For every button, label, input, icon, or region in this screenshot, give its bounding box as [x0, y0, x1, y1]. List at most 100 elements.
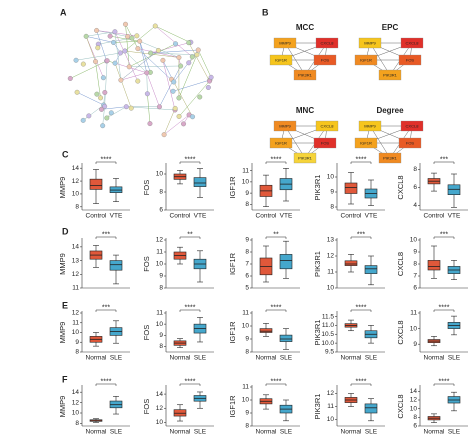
- y-axis-label: CXCL8: [396, 252, 405, 276]
- network-node: [126, 64, 132, 70]
- significance: **: [273, 231, 279, 238]
- network-edge: [86, 31, 115, 37]
- significance-bracket: [350, 383, 372, 386]
- significance: ****: [185, 304, 196, 311]
- y-tick-label: 9: [413, 341, 417, 348]
- module-node: [315, 120, 339, 132]
- y-tick-label: 12: [72, 178, 80, 185]
- x-tick-label: Control: [256, 213, 278, 220]
- y-tick-label: 11.5: [322, 313, 335, 320]
- y-tick-label: 9: [159, 332, 163, 339]
- network-node: [181, 121, 186, 127]
- module-title: MCC: [296, 23, 314, 32]
- module-node-label: PIK3R1: [298, 156, 313, 161]
- network-node: [135, 46, 141, 52]
- y-tick-label: 10: [327, 416, 335, 423]
- network-edge: [96, 30, 107, 62]
- y-tick-label: 10: [242, 179, 250, 186]
- module-node-label: FOS: [406, 58, 415, 63]
- x-tick-label: Normal: [424, 429, 446, 436]
- module-node: [293, 152, 317, 164]
- module-node-label: FOS: [406, 141, 415, 146]
- network-node: [93, 59, 98, 65]
- network-node: [176, 55, 182, 60]
- network-node: [94, 91, 100, 97]
- y-tick-label: 6: [159, 207, 163, 214]
- y-tick-label: 6: [245, 273, 249, 280]
- box: [193, 177, 207, 187]
- y-tick-label: 12: [72, 399, 80, 406]
- significance: ****: [101, 378, 112, 385]
- network-node: [176, 95, 182, 101]
- y-axis-label: IGF1R: [228, 321, 237, 344]
- y-tick-label: 9: [245, 410, 249, 417]
- module-node: [398, 54, 422, 66]
- y-tick-label: 8: [245, 423, 249, 430]
- x-tick-label: SLE: [448, 429, 461, 436]
- module-node-label: CXCL8: [321, 41, 335, 46]
- module-node: [293, 69, 317, 81]
- y-tick-label: 9: [75, 339, 79, 346]
- y-tick-label: 14: [72, 165, 80, 172]
- y-axis-label: CXCL8: [396, 175, 405, 199]
- network-edge: [137, 48, 179, 58]
- x-tick-label: VTE: [448, 213, 461, 220]
- network-node: [117, 50, 123, 56]
- x-tick-label: VTE: [280, 213, 293, 220]
- y-tick-label: 8: [159, 189, 163, 196]
- x-tick-label: Normal: [86, 429, 108, 436]
- box: [344, 260, 358, 266]
- y-tick-label: 11: [327, 403, 334, 410]
- network-edge: [106, 106, 127, 119]
- network-node: [155, 48, 161, 53]
- y-tick-label: 11: [72, 319, 79, 326]
- x-tick-label: VTE: [110, 213, 123, 220]
- y-tick-label: 10: [410, 405, 418, 412]
- network-edge: [113, 41, 140, 43]
- y-tick-label: 10: [156, 321, 164, 328]
- box: [109, 260, 123, 271]
- significance-bracket: [179, 309, 201, 312]
- network-edge: [150, 52, 197, 55]
- y-tick-label: 12: [156, 237, 164, 244]
- y-tick-label: 10: [410, 325, 418, 332]
- y-axis-label: FOS: [142, 256, 151, 271]
- network-node: [171, 79, 177, 85]
- module-node: [313, 137, 337, 149]
- y-tick-label: 10: [242, 323, 250, 330]
- network-node: [197, 94, 203, 100]
- module-node-label: MMP9: [279, 41, 291, 46]
- x-tick-label: Normal: [170, 429, 192, 436]
- significance-bracket: [350, 236, 372, 239]
- network-edge: [155, 25, 191, 43]
- module-node: [315, 37, 339, 49]
- network-node: [104, 115, 110, 121]
- x-tick-label: SLE: [280, 355, 293, 362]
- module-node-label: CXCL8: [406, 124, 420, 129]
- network-node: [157, 104, 162, 110]
- network-node: [73, 57, 79, 63]
- y-tick-label: 10: [156, 171, 164, 178]
- significance-bracket: [350, 161, 372, 164]
- network-edge: [178, 54, 198, 99]
- y-tick-label: 9.5: [325, 349, 334, 356]
- x-tick-label: Normal: [341, 429, 363, 436]
- y-tick-label: 10: [410, 237, 418, 244]
- module-node: [269, 137, 293, 149]
- y-tick-label: 10: [156, 261, 164, 268]
- y-tick-label: 11: [242, 167, 249, 174]
- network-edge: [95, 61, 101, 98]
- network-edge: [124, 50, 147, 73]
- y-tick-label: 8: [413, 166, 417, 173]
- significance-bracket: [95, 383, 117, 386]
- x-tick-label: SLE: [110, 429, 123, 436]
- network-edge: [173, 81, 193, 117]
- network-edge: [76, 92, 104, 106]
- network-node: [137, 38, 143, 44]
- network-node: [112, 60, 118, 66]
- network-edge: [155, 25, 193, 58]
- y-axis-label: PIK3R1: [313, 175, 322, 201]
- y-tick-label: 10: [242, 397, 250, 404]
- network-edge: [198, 49, 212, 78]
- significance-bracket: [179, 161, 201, 164]
